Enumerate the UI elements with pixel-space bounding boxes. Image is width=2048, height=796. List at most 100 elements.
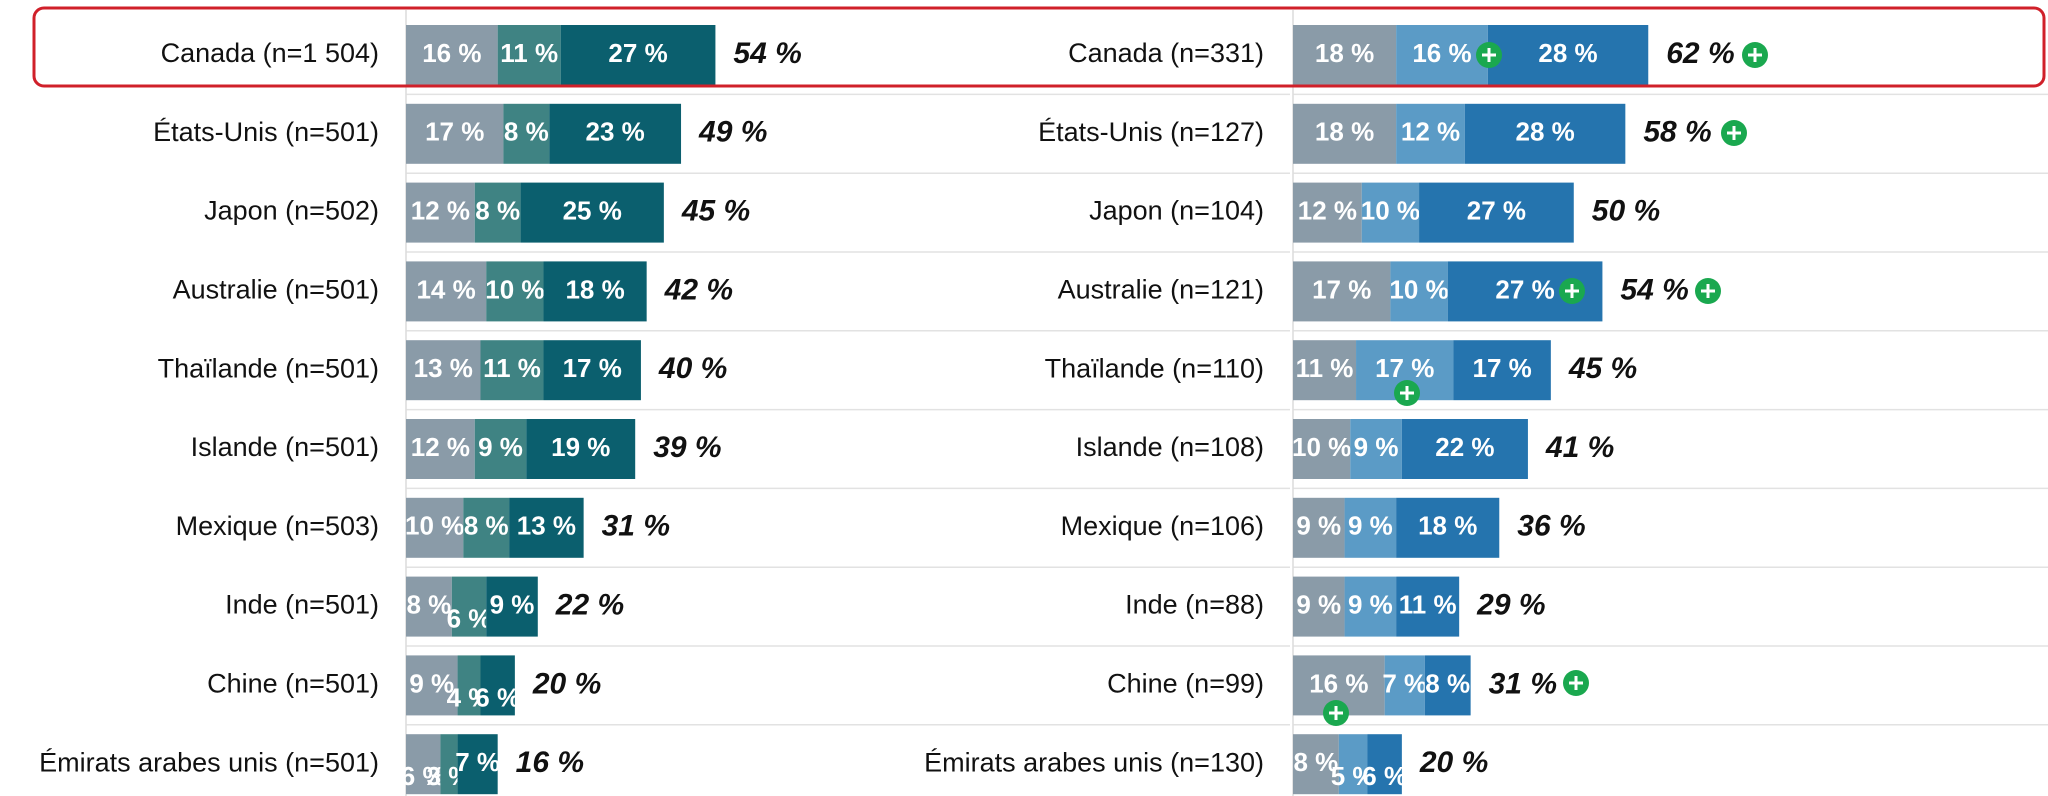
- segment-label: 18 %: [1315, 117, 1374, 147]
- bar-segment: [406, 734, 441, 795]
- total-label: 40 %: [658, 352, 727, 385]
- segment-label: 16 %: [1309, 668, 1368, 698]
- segment-label: 9 %: [1296, 511, 1341, 541]
- segment-label: 8 %: [1294, 747, 1339, 777]
- category-label: États-Unis (n=127): [1038, 117, 1264, 147]
- segment-label: 7 %: [455, 747, 500, 777]
- segment-label: 8 %: [407, 589, 452, 619]
- segment-label: 27 %: [1467, 195, 1526, 225]
- bar-segment: [1401, 419, 1528, 479]
- segment-label: 8 %: [504, 117, 549, 147]
- bar-segment: [406, 25, 498, 85]
- bar-segment: [1464, 103, 1626, 164]
- segment-label: 27 %: [608, 38, 667, 68]
- bar-segment: [1293, 182, 1362, 243]
- bar-segment: [497, 25, 561, 85]
- total-label: 31 %: [602, 510, 670, 543]
- bar-segment: [1396, 497, 1500, 558]
- category-label: Inde (n=501): [225, 590, 379, 620]
- bar-segment: [520, 182, 664, 243]
- bar-segment: [543, 340, 641, 401]
- significance-icons: [1323, 42, 1768, 726]
- category-label: Thaïlande (n=501): [158, 353, 379, 383]
- bar-segment: [1293, 261, 1391, 322]
- category-label: Islande (n=501): [191, 432, 379, 462]
- segment-label: 9 %: [1354, 432, 1399, 462]
- total-label: 39 %: [653, 431, 721, 464]
- category-label: États-Unis (n=501): [153, 117, 379, 147]
- category-label: Inde (n=88): [1125, 590, 1264, 620]
- bar-segment: [406, 261, 487, 322]
- bar-segment: [1293, 576, 1345, 637]
- total-label: 31 %: [1489, 667, 1557, 700]
- segment-label: 14 %: [416, 274, 475, 304]
- category-label: Canada (n=1 504): [161, 38, 379, 68]
- total-label: 41 %: [1545, 431, 1614, 464]
- segment-label: 17 %: [1375, 353, 1434, 383]
- segment-label: 12 %: [411, 195, 470, 225]
- category-label: Thaïlande (n=110): [1045, 353, 1264, 383]
- total-label: 62 %: [1666, 37, 1734, 70]
- bar-segment: [1419, 182, 1574, 243]
- segment-label: 28 %: [1538, 38, 1597, 68]
- total-label: 29 %: [1476, 589, 1545, 622]
- segment-label: 7 %: [1382, 668, 1427, 698]
- bar-segment: [451, 576, 487, 637]
- segment-label: 9 %: [1296, 589, 1341, 619]
- bar-segment: [1293, 419, 1351, 479]
- segment-label: 11 %: [483, 353, 541, 383]
- segment-label: 10 %: [1292, 432, 1351, 462]
- segment-label: 12 %: [411, 432, 470, 462]
- bar-segment: [406, 576, 452, 637]
- category-label: Canada (n=331): [1068, 38, 1264, 68]
- segment-label: 6 %: [401, 761, 446, 791]
- segment-label: 10 %: [405, 511, 464, 541]
- segment-label: 8 %: [464, 511, 509, 541]
- bar-segment: [486, 261, 544, 322]
- category-label: Australie (n=501): [173, 275, 379, 305]
- segment-label: 10 %: [485, 274, 544, 304]
- bar-segment: [1453, 340, 1551, 401]
- segment-label: 17 %: [563, 353, 622, 383]
- bar-segment: [406, 182, 475, 243]
- bar-segment: [406, 655, 458, 716]
- bar-segment: [560, 25, 716, 85]
- segment-label: 17 %: [1312, 274, 1371, 304]
- bar-segment: [474, 419, 527, 479]
- bar-segment: [463, 497, 510, 558]
- bar-segment: [1293, 497, 1345, 558]
- category-label: Australie (n=121): [1058, 275, 1264, 305]
- segment-label: 11 %: [500, 38, 558, 68]
- bar-segment: [1293, 103, 1397, 164]
- bar-segment: [1384, 655, 1425, 716]
- bar-segment: [526, 419, 636, 479]
- segment-label: 6 %: [1362, 761, 1407, 791]
- bar-segment: [1293, 25, 1397, 85]
- total-label: 54 %: [733, 37, 801, 70]
- segment-label: 18 %: [1418, 511, 1477, 541]
- bar-segment: [1396, 576, 1460, 637]
- bar-segment: [1361, 182, 1420, 243]
- bar-segment: [457, 655, 481, 716]
- bar-segment: [503, 103, 550, 164]
- segment-label: 6 %: [475, 682, 520, 712]
- total-label: 20 %: [1419, 746, 1488, 779]
- segment-label: 9 %: [490, 589, 535, 619]
- total-label: 42 %: [664, 273, 733, 306]
- bar-segment: [440, 734, 458, 795]
- segment-label: 28 %: [1515, 117, 1574, 147]
- segment-label: 11 %: [1399, 589, 1457, 619]
- bar-segment: [1487, 25, 1649, 85]
- bar-segment: [1396, 25, 1488, 85]
- bar-segment: [543, 261, 647, 322]
- bar-segment: [480, 340, 544, 401]
- segment-label: 9 %: [1348, 589, 1393, 619]
- segment-label: 11 %: [1296, 353, 1354, 383]
- category-label: Émirats arabes unis (n=130): [924, 747, 1264, 777]
- bar-segment: [1344, 576, 1397, 637]
- segment-label: 17 %: [1473, 353, 1532, 383]
- bar-segment: [1424, 655, 1471, 716]
- segment-label: 16 %: [1412, 38, 1471, 68]
- total-label: 45 %: [1568, 352, 1637, 385]
- segment-label: 27 %: [1495, 274, 1554, 304]
